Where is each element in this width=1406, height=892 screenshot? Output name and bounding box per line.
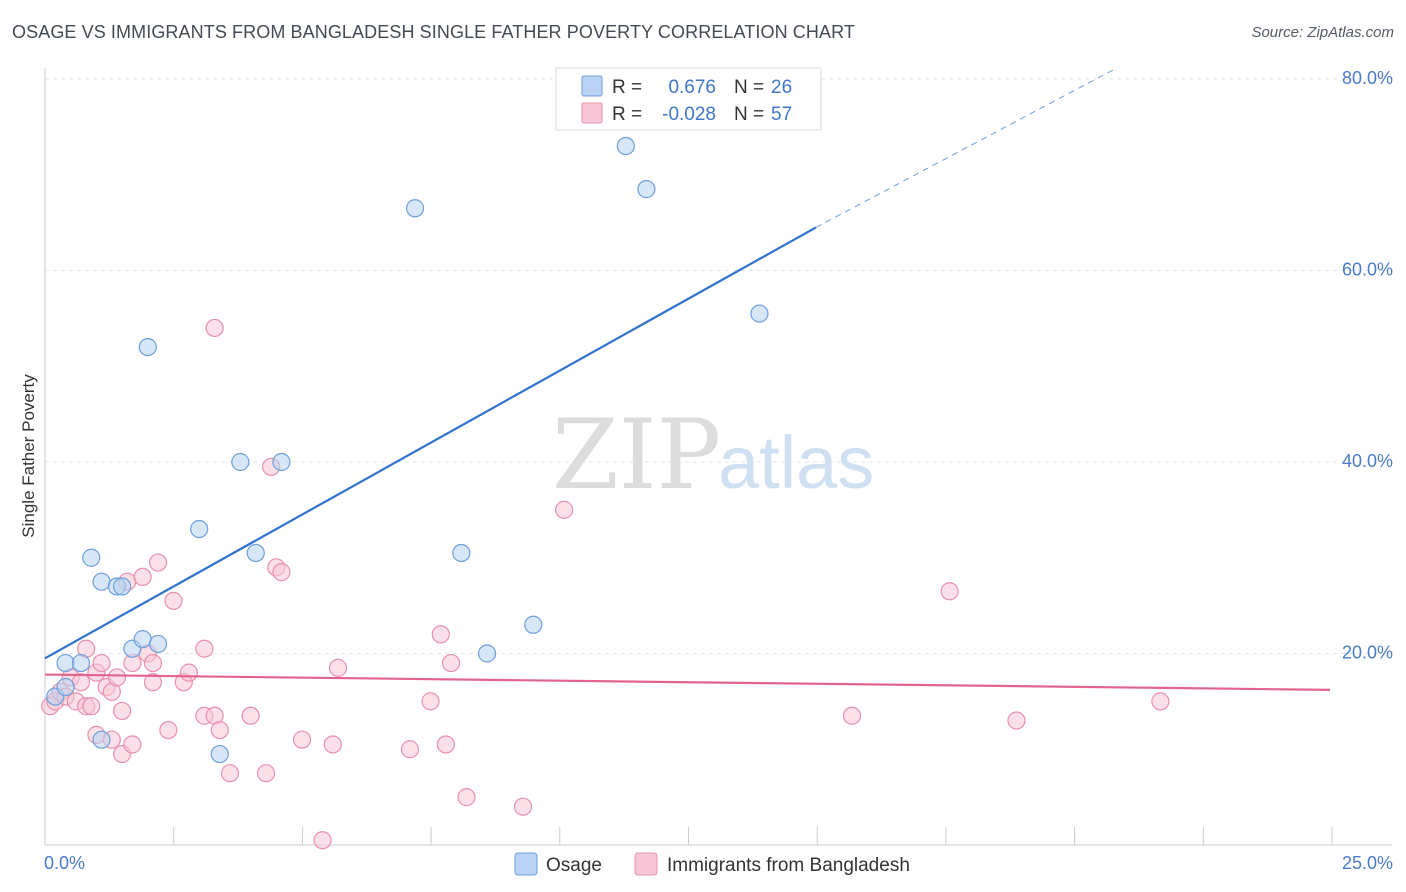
osage-point (71, 653, 91, 673)
bangladesh-r-label: R = (612, 104, 642, 125)
bangladesh-point (323, 735, 342, 754)
osage-point (190, 519, 209, 539)
x-tick-label-max: 25.0% (1342, 853, 1393, 873)
osage-r-label: R = (612, 77, 642, 98)
osage-point (148, 634, 168, 654)
points-layer (41, 136, 1170, 850)
osage-point (138, 338, 157, 357)
bangladesh-point (179, 663, 199, 682)
bangladesh-point (241, 706, 260, 725)
bangladesh-point (292, 730, 312, 749)
bangladesh-point (421, 692, 440, 711)
bangladesh-point (164, 591, 183, 610)
trend-layer (44, 68, 1331, 691)
bottom-legend-osage: Osage (546, 855, 602, 876)
bangladesh-point (159, 720, 178, 740)
osage-point (272, 452, 291, 472)
bangladesh-point (272, 563, 291, 582)
source-credit: Source: ZipAtlas.com (1251, 24, 1394, 41)
bangladesh-point (123, 735, 142, 754)
bangladesh-point (457, 788, 476, 807)
bottom-legend: Osage Immigrants from Bangladesh (514, 852, 910, 876)
bangladesh-point (92, 653, 111, 673)
bangladesh-point (1151, 692, 1170, 711)
bangladesh-point (842, 706, 862, 725)
osage-point (637, 180, 656, 199)
osage-point (82, 548, 101, 567)
bangladesh-point (513, 797, 533, 816)
osage-point (231, 452, 250, 472)
osage-point (524, 615, 543, 634)
bangladesh-point (220, 764, 240, 783)
bangladesh-point (148, 553, 168, 572)
bangladesh-point (555, 500, 574, 519)
axis-layer: 20.0% 40.0% 60.0% 80.0% 0.0% 25.0% (44, 68, 1393, 873)
osage-point (112, 577, 132, 596)
bangladesh-point (210, 720, 229, 740)
bottom-legend-bangladesh: Immigrants from Bangladesh (667, 855, 910, 876)
osage-point (133, 630, 152, 649)
bangladesh-point (441, 653, 461, 673)
osage-trend-line (44, 226, 817, 660)
osage-r-value: 0.676 (668, 77, 716, 98)
bangladesh-point (1007, 711, 1026, 730)
osage-point (477, 644, 497, 663)
bangladesh-point (256, 764, 276, 783)
y-tick-label: 20.0% (1342, 643, 1393, 663)
osage-point (750, 304, 769, 323)
bangladesh-trend-line (44, 673, 1331, 691)
grid-layer (45, 78, 1392, 654)
bangladesh-n-label: N = (734, 104, 764, 125)
osage-point (56, 677, 75, 697)
osage-point (92, 730, 111, 749)
bangladesh-point (71, 673, 91, 692)
bangladesh-point (431, 625, 450, 644)
osage-point (452, 543, 471, 563)
bangladesh-r-value: -0.028 (662, 104, 716, 125)
bottom-legend-bangladesh-swatch (634, 852, 658, 876)
bangladesh-point (436, 735, 456, 754)
osage-point (56, 653, 75, 673)
y-axis-title: Single Father Poverty (19, 374, 38, 538)
bangladesh-point (328, 658, 348, 677)
y-tick-label: 60.0% (1342, 260, 1393, 280)
bangladesh-point (940, 582, 959, 601)
osage-trend-extension (815, 68, 1115, 228)
osage-point (210, 744, 229, 764)
y-tick-label: 80.0% (1342, 68, 1393, 88)
watermark-zip: ZIP (552, 399, 721, 511)
bangladesh-point (107, 668, 127, 687)
bangladesh-point (205, 318, 224, 338)
bangladesh-point (313, 831, 332, 850)
x-tick-label-min: 0.0% (44, 853, 85, 873)
bangladesh-point (195, 639, 214, 658)
osage-point (92, 572, 111, 591)
bangladesh-point (112, 701, 132, 721)
watermark-atlas: atlas (718, 421, 874, 504)
bangladesh-point (82, 697, 101, 716)
osage-swatch (581, 75, 603, 97)
bottom-legend-osage-swatch (514, 852, 538, 876)
bangladesh-point (143, 653, 163, 673)
osage-n-value: 26 (771, 77, 792, 98)
bangladesh-swatch (581, 102, 603, 124)
bangladesh-point (400, 740, 420, 759)
chart-title: OSAGE VS IMMIGRANTS FROM BANGLADESH SING… (12, 22, 855, 42)
osage-n-label: N = (734, 77, 764, 98)
bangladesh-point (143, 673, 163, 692)
osage-point (405, 199, 425, 218)
stats-legend: R = 0.676 N = 26 R = -0.028 N = 57 (555, 67, 822, 131)
bangladesh-point (133, 567, 152, 587)
osage-point (616, 136, 635, 156)
osage-point (246, 543, 265, 563)
watermark: ZIP atlas (552, 399, 874, 511)
bangladesh-n-value: 57 (771, 104, 792, 125)
y-tick-label: 40.0% (1342, 451, 1393, 471)
